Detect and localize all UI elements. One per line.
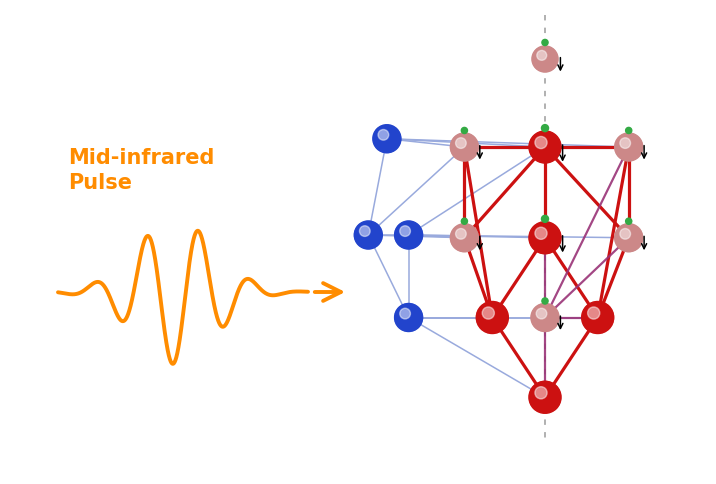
Circle shape bbox=[461, 218, 468, 224]
Circle shape bbox=[541, 215, 548, 222]
Circle shape bbox=[615, 133, 643, 161]
Circle shape bbox=[535, 136, 547, 149]
Circle shape bbox=[378, 130, 389, 140]
Circle shape bbox=[535, 227, 547, 240]
Circle shape bbox=[529, 222, 561, 254]
Circle shape bbox=[373, 125, 401, 153]
Circle shape bbox=[620, 228, 631, 239]
Circle shape bbox=[535, 387, 547, 399]
Circle shape bbox=[354, 221, 382, 249]
Circle shape bbox=[395, 221, 422, 249]
Circle shape bbox=[581, 302, 614, 333]
Text: Mid-infrared
Pulse: Mid-infrared Pulse bbox=[68, 148, 214, 193]
Circle shape bbox=[588, 307, 600, 319]
Circle shape bbox=[529, 381, 561, 413]
Circle shape bbox=[395, 303, 422, 332]
Circle shape bbox=[626, 218, 632, 224]
Circle shape bbox=[450, 133, 478, 161]
Circle shape bbox=[461, 127, 468, 134]
Circle shape bbox=[455, 228, 466, 239]
Circle shape bbox=[542, 298, 548, 304]
Circle shape bbox=[532, 46, 558, 72]
Circle shape bbox=[400, 226, 410, 236]
Circle shape bbox=[400, 308, 410, 319]
Circle shape bbox=[536, 308, 547, 319]
Circle shape bbox=[531, 303, 559, 332]
Circle shape bbox=[615, 224, 643, 252]
Circle shape bbox=[626, 127, 632, 134]
Circle shape bbox=[542, 39, 548, 45]
Circle shape bbox=[455, 138, 466, 149]
Circle shape bbox=[359, 226, 370, 236]
Circle shape bbox=[450, 224, 478, 252]
Circle shape bbox=[537, 50, 547, 60]
Circle shape bbox=[620, 138, 631, 149]
Circle shape bbox=[529, 131, 561, 163]
Circle shape bbox=[476, 302, 508, 333]
Circle shape bbox=[482, 307, 494, 319]
Circle shape bbox=[541, 124, 548, 132]
